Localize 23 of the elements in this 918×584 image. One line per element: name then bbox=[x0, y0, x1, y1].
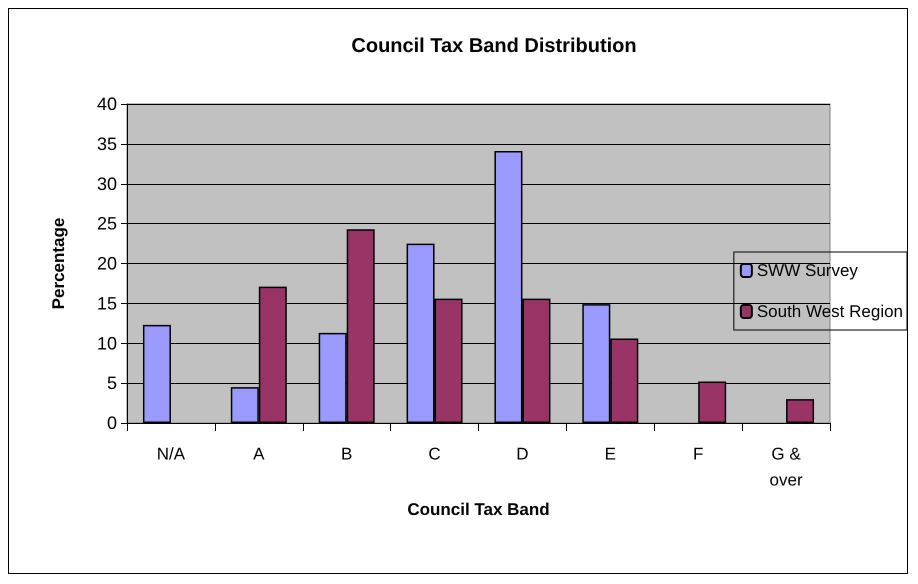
y-tick-label: 0 bbox=[106, 413, 117, 433]
y-tick-label: 30 bbox=[96, 174, 117, 194]
x-tick-label: B bbox=[341, 444, 352, 464]
y-tick-label: 25 bbox=[96, 214, 117, 234]
bar bbox=[786, 399, 814, 423]
x-axis-title: Council Tax Band bbox=[407, 500, 550, 519]
x-tick-label: G & over bbox=[770, 444, 803, 490]
y-tick-label: 35 bbox=[96, 134, 117, 154]
x-tick-label: C bbox=[428, 444, 441, 464]
x-tick-label: A bbox=[253, 444, 266, 464]
y-tick-label: 10 bbox=[96, 333, 117, 354]
legend-label: South West Region bbox=[756, 302, 904, 321]
x-tick-label: F bbox=[692, 444, 704, 464]
y-tick-label: 20 bbox=[96, 254, 117, 274]
x-tick-label: N/A bbox=[156, 444, 186, 464]
y-axis-title: Percentage bbox=[49, 218, 68, 310]
x-tick-label: D bbox=[516, 444, 529, 464]
y-tick-label: 15 bbox=[96, 293, 117, 314]
x-tick-label: E bbox=[604, 444, 616, 464]
legend-label: SWW Survey bbox=[756, 261, 858, 280]
y-tick-label: 40 bbox=[96, 94, 117, 114]
chart-title: Council Tax Band Distribution bbox=[351, 35, 637, 57]
y-tick-label: 5 bbox=[106, 373, 117, 394]
